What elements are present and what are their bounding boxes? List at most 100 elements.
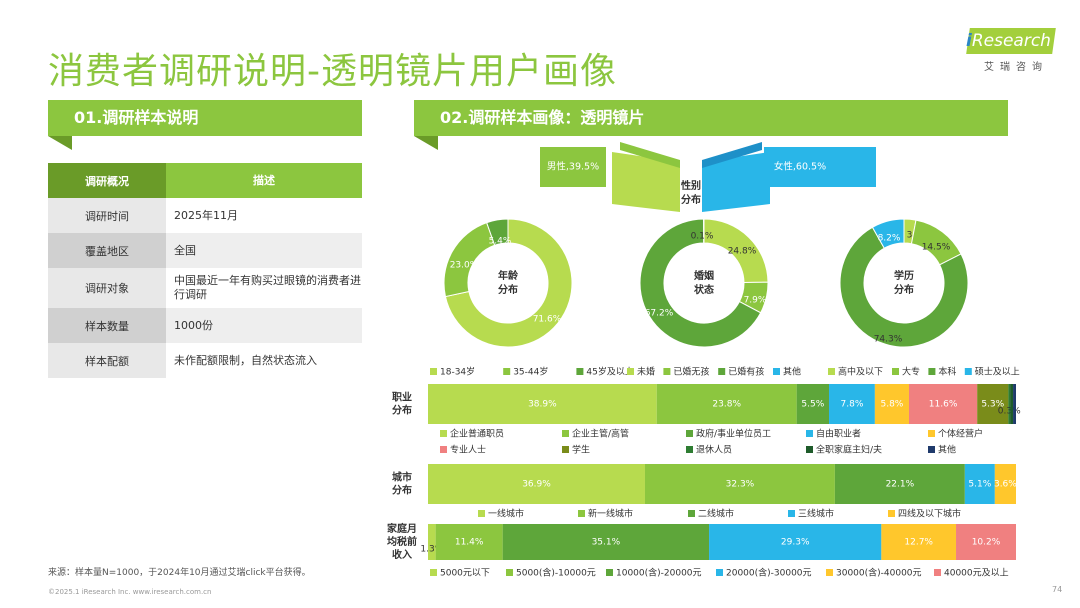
iresearch-logo: iResearch 艾瑞咨询 (960, 22, 1060, 73)
bar-segment (964, 464, 995, 504)
bar-segment (656, 384, 797, 424)
bar-segment (796, 384, 830, 424)
female-label-box (764, 147, 876, 187)
legend-label: 个体经营户 (938, 428, 983, 440)
bar-value-label: 5.8% (880, 400, 903, 410)
legend-swatch (578, 510, 585, 517)
legend-label: 本科 (938, 366, 956, 378)
table-row-label: 样本配额 (48, 343, 166, 378)
section1-banner-fold (48, 136, 72, 150)
bar-value-label: 3.6% (994, 480, 1017, 490)
bar-value-label: 35.1% (592, 538, 621, 548)
legend-label: 30000(含)-40000元 (836, 567, 922, 579)
legend-label: 其他 (938, 444, 956, 456)
legend-label: 一线城市 (488, 508, 524, 520)
legend-label: 45岁及以上 (586, 366, 633, 378)
table-row-value: 2025年11月 (166, 198, 362, 233)
donut-value-label: 24.8% (728, 247, 757, 257)
legend-label: 18-34岁 (440, 366, 475, 378)
bar-title: 收入 (392, 548, 412, 561)
legend-swatch (928, 368, 936, 375)
bar-value-label: 5.5% (801, 400, 824, 410)
bar-title: 职业 (392, 391, 412, 404)
donut-value-label: 23.0% (450, 261, 479, 271)
legend-swatch (440, 446, 447, 453)
table-header-cell: 调研概况 (48, 163, 166, 198)
legend-swatch (440, 430, 447, 437)
legend-swatch (478, 510, 485, 517)
table-row: 样本配额 未作配额限制，自然状态流入 (48, 343, 362, 378)
bar-title: 分布 (392, 404, 412, 417)
donut-title: 年龄 (498, 269, 519, 282)
bar-value-label: 10.2% (972, 538, 1001, 548)
legend-label: 其他 (783, 366, 801, 378)
donut-title: 分布 (894, 283, 914, 296)
bar-segment (994, 464, 1016, 504)
donut-slice (639, 218, 762, 348)
legend-label: 40000元及以上 (944, 568, 1009, 579)
donut-value-label: 67.2% (645, 309, 674, 319)
table-row-value: 中国最近一年有购买过眼镜的消费者进行调研 (166, 268, 362, 308)
legend-label: 自由职业者 (816, 428, 861, 440)
legend-label: 二线城市 (698, 508, 734, 520)
table-row: 样本数量 1000份 (48, 308, 362, 343)
legend-label: 三线城市 (798, 508, 834, 520)
male-label-box (540, 147, 606, 187)
bar-segment (956, 524, 1016, 560)
legend-swatch (806, 446, 813, 453)
table-row-label: 调研对象 (48, 268, 166, 308)
legend-label: 新一线城市 (588, 508, 633, 520)
bar-value-label: 32.3% (726, 480, 755, 490)
legend-label: 20000(含)-30000元 (726, 567, 812, 579)
table-row: 调研时间 2025年11月 (48, 198, 362, 233)
table-header-cell: 描述 (166, 163, 362, 198)
donut-value-label: 74.3% (874, 335, 903, 345)
bar-segment (874, 384, 909, 424)
donut-title: 学历 (894, 269, 914, 282)
page-number: 74 (1052, 585, 1063, 594)
bar-title: 分布 (392, 484, 412, 497)
donut-value-label: 5.4% (489, 237, 512, 247)
legend-swatch (506, 569, 513, 576)
legend-label: 35-44岁 (513, 366, 548, 378)
legend-swatch (928, 430, 935, 437)
table-row-label: 调研时间 (48, 198, 166, 233)
donut-value-label: 8.2% (878, 234, 901, 244)
table-row-label: 覆盖地区 (48, 233, 166, 268)
legend-swatch (503, 368, 511, 375)
donut-slice (444, 218, 573, 348)
donut-title: 婚姻 (694, 269, 714, 282)
legend-swatch (928, 446, 935, 453)
legend-swatch (788, 510, 795, 517)
donut-value-label: 7.9% (744, 296, 767, 306)
legend-swatch (888, 510, 895, 517)
copyright-note: ©2025.1 iResearch Inc. www.iresearch.com… (48, 588, 212, 596)
legend-swatch (716, 569, 723, 576)
legend-label: 未婚 (637, 366, 655, 378)
bar-value-label: 23.8% (712, 400, 741, 410)
bar-segment (908, 384, 978, 424)
legend-label: 高中及以下 (838, 366, 883, 378)
female-value-label: 女性,60.5% (774, 161, 826, 173)
page-title: 消费者调研说明-透明镜片用户画像 (48, 51, 617, 92)
legend-swatch (627, 368, 634, 375)
legend-label: 5000(含)-10000元 (516, 567, 596, 579)
legend-swatch (828, 368, 835, 375)
legend-label: 已婚无孩 (673, 366, 709, 378)
legend-swatch (934, 569, 941, 576)
male-book-cover (620, 142, 680, 168)
bar-segment (435, 524, 503, 560)
legend-label: 10000(含)-20000元 (616, 567, 702, 579)
logo-wordmark: iResearch (966, 31, 1051, 51)
legend-swatch (562, 446, 569, 453)
donut-slice (486, 218, 509, 246)
table-header-row: 调研概况 描述 (48, 163, 362, 198)
male-book-page (612, 152, 680, 212)
table-row-value: 未作配额限制，自然状态流入 (166, 343, 362, 378)
legend-swatch (686, 446, 693, 453)
section1-banner: 01.调研样本说明 (48, 100, 362, 136)
bar-title: 家庭月 (387, 522, 417, 535)
bar-value-label: 29.3% (781, 538, 810, 548)
section2-banner: 02.调研样本画像：透明镜片 (414, 100, 1008, 136)
